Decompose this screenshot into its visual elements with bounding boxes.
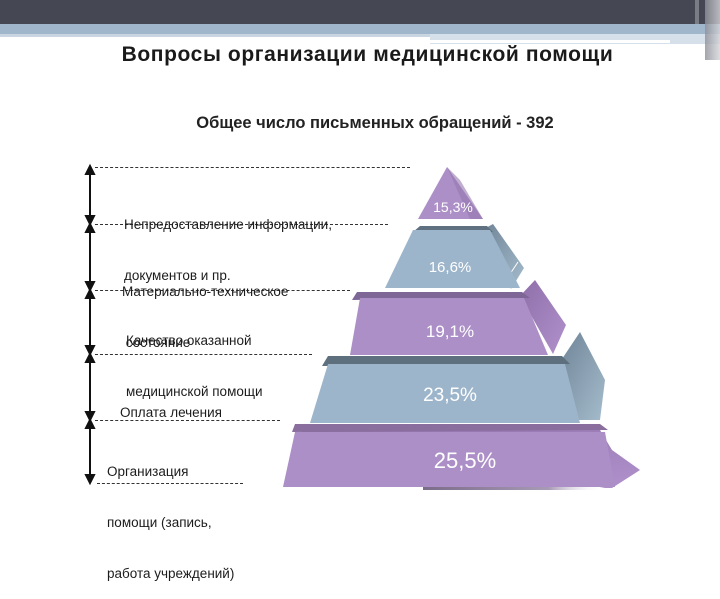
slide-side-strip — [705, 0, 720, 60]
tier-value-1: 15,3% — [433, 199, 473, 215]
slide-top-bar-edge — [695, 0, 699, 24]
tier-2 — [385, 224, 524, 289]
label-line: Непредоставление информации, — [124, 217, 332, 232]
label-line: медицинской помощи — [126, 384, 263, 399]
slide-accent-band — [0, 24, 720, 34]
label-line: состояние — [122, 335, 191, 350]
separator-line — [95, 224, 388, 225]
tier-value-3: 19,1% — [425, 322, 475, 341]
tier-value-2: 16,6% — [428, 259, 472, 276]
separator-line — [95, 167, 410, 168]
tier-4 — [310, 332, 605, 423]
tier-label-info: Непредоставление информации, документов … — [124, 182, 332, 301]
label-line: Оплата лечения — [120, 405, 222, 420]
dimension-arrows — [84, 163, 96, 486]
tier-1 — [418, 167, 483, 219]
slide-accent-strip-right — [430, 34, 720, 44]
tier-3 — [350, 280, 566, 355]
label-line: документов и пр. — [124, 268, 231, 283]
separator-line — [95, 290, 350, 291]
separator-line — [95, 354, 312, 355]
pyramid-chart — [283, 167, 640, 490]
label-line: помощи (запись, — [107, 515, 212, 530]
tier-value-5: 25,5% — [433, 448, 497, 473]
chart-subtitle: Общее число письменных обращений - 392 — [196, 114, 554, 132]
tier-5 — [283, 424, 640, 490]
tier-label-quality: Качество оказанной медицинской помощи — [126, 298, 263, 417]
tier-label-payment: Оплата лечения — [120, 370, 222, 438]
slide-top-bar — [0, 0, 720, 24]
label-line: работа учреждений) — [107, 566, 235, 581]
tier-label-material: Материально-техническое состояние — [122, 249, 288, 368]
label-line: Организация — [107, 464, 189, 479]
tier-value-4: 23,5% — [423, 385, 477, 406]
slide-title: Вопросы организации медицинской помощи — [121, 43, 614, 66]
slide-accent-strip — [0, 34, 430, 37]
slide-accent-highlight — [430, 40, 670, 43]
separator-line — [97, 483, 243, 484]
label-line: Качество оказанной — [126, 333, 252, 348]
separator-line — [95, 420, 280, 421]
label-line: Материально-техническое — [122, 284, 289, 299]
